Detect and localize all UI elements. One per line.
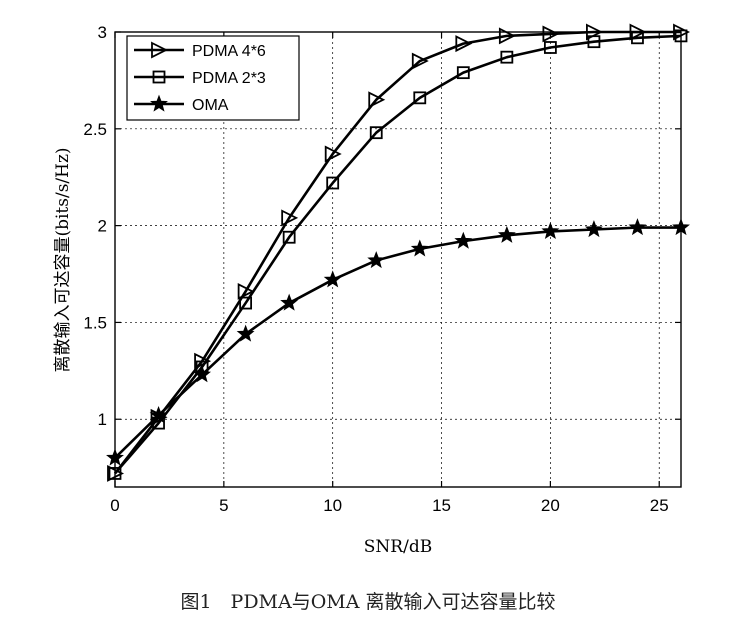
data-point (454, 231, 473, 249)
data-point (587, 35, 601, 49)
legend-marker (150, 94, 168, 112)
legend-label: PDMA 4*6 (192, 43, 266, 60)
data-point (324, 145, 342, 163)
data-point (367, 251, 386, 269)
legend: PDMA 4*6 PDMA 2*3 OMA (126, 35, 300, 121)
data-point (500, 50, 514, 64)
y-tick-label: 2.5 (83, 120, 107, 139)
axis-ticks: 0 5 10 15 20 25 1 1.5 2 2.5 3 (83, 23, 681, 515)
series-line (114, 34, 682, 475)
legend-entry: PDMA 2*3 (134, 70, 266, 87)
x-tick-label: 0 (110, 496, 119, 515)
data-point (628, 218, 647, 236)
legend-label: OMA (192, 97, 229, 114)
data-point (455, 35, 473, 53)
x-tick-label: 20 (541, 496, 560, 515)
data-point (369, 126, 383, 140)
y-tick-label: 1 (98, 410, 107, 429)
series-2 (106, 218, 690, 466)
y-tick-label: 2 (98, 217, 107, 236)
data-point (239, 296, 253, 310)
data-point (323, 270, 342, 288)
legend-entry: PDMA 4*6 (134, 41, 266, 60)
legend-marker (151, 41, 169, 59)
data-point (543, 41, 557, 54)
data-point (456, 66, 470, 80)
y-tick-label: 1.5 (83, 313, 107, 332)
data-point (326, 176, 340, 190)
data-point (280, 293, 299, 311)
data-point (281, 209, 299, 227)
data-point (411, 52, 429, 70)
data-point (413, 91, 427, 105)
data-point (541, 222, 560, 240)
data-point (368, 91, 386, 109)
data-point (282, 230, 296, 244)
plot-frame (114, 31, 682, 488)
legend-label: PDMA 2*3 (192, 70, 266, 87)
data-point (236, 324, 255, 342)
x-tick-label: 15 (432, 496, 451, 515)
x-tick-label: 10 (323, 496, 342, 515)
data-point (194, 352, 212, 370)
data-point (193, 365, 212, 383)
y-axis-label: 离散输入可达容量(bits/s/Hz) (53, 147, 73, 372)
legend-marker (152, 70, 166, 84)
x-axis-label: SNR/dB (364, 537, 432, 557)
figure-caption: 图1 PDMA与OMA 离散输入可达容量比较 (180, 591, 555, 613)
legend-entry: OMA (134, 94, 229, 114)
x-tick-label: 25 (650, 496, 669, 515)
x-tick-label: 5 (219, 496, 228, 515)
series-line (114, 226, 681, 459)
data-point (237, 282, 255, 300)
data-point (149, 405, 168, 423)
data-point (410, 239, 429, 257)
data-point (497, 225, 516, 243)
y-tick-label: 3 (98, 23, 107, 42)
data-point (584, 220, 603, 238)
